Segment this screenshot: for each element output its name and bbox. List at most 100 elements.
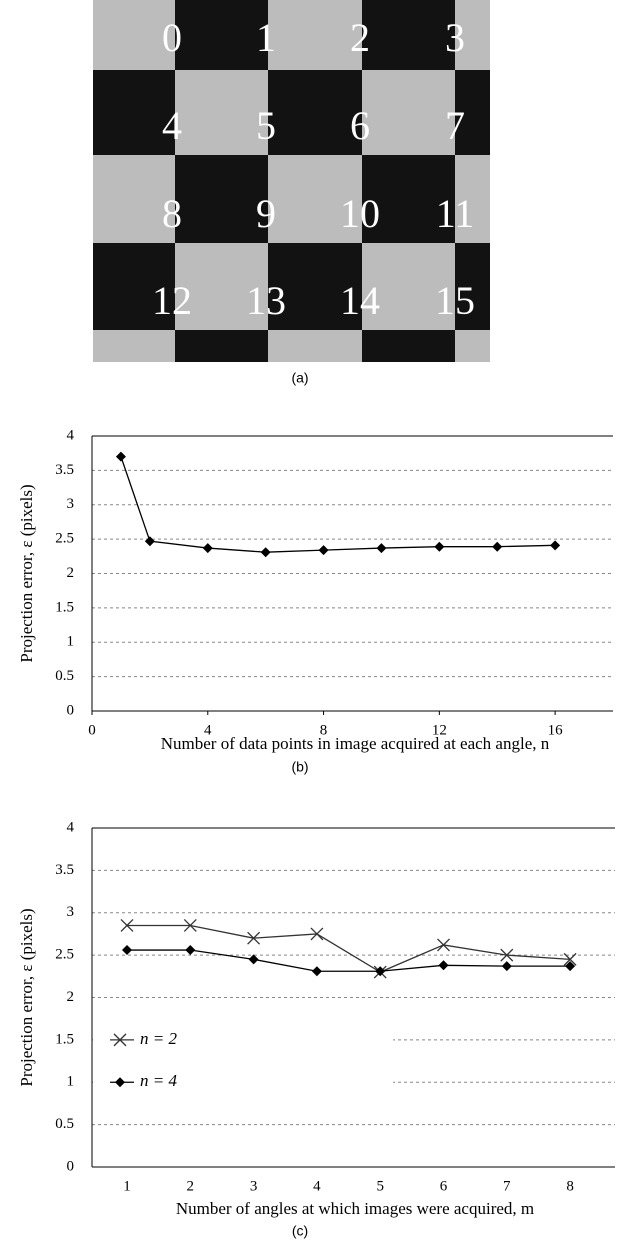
board-square [93,155,175,243]
point-label: 4 [162,103,182,148]
x-tick-label: 8 [320,722,328,738]
board-square [268,70,362,155]
board-square [93,0,175,70]
y-tick-label: 1.5 [55,1031,74,1047]
board-square [455,70,490,155]
marker-diamond [311,966,322,977]
x-axis-title: Number of angles at which images were ac… [176,1199,534,1218]
board-square [268,330,362,362]
marker-x [500,948,514,962]
board-square [362,70,455,155]
marker-diamond [318,545,329,556]
y-tick-label: 4 [67,427,75,443]
y-tick-label: 3 [67,496,75,512]
board-square [93,330,175,362]
point-label: 0 [162,15,182,60]
marker-x [247,931,261,945]
x-tick-label: 2 [187,1178,195,1194]
y-tick-label: 1 [67,1074,75,1090]
point-label: 7 [445,103,465,148]
x-tick-label: 0 [88,722,96,738]
board-square [268,0,362,70]
board-square [362,0,455,70]
x-tick-label: 12 [432,722,447,738]
board-square [362,330,455,362]
y-tick-label: 2.5 [55,947,74,963]
board-square [175,155,268,243]
y-tick-label: 0 [67,1158,75,1174]
point-label: 5 [256,103,276,148]
y-tick-label: 2.5 [55,531,74,547]
marker-diamond [565,961,576,972]
y-tick-label: 3.5 [55,462,74,478]
board-square [93,243,175,330]
legend-label: n = 4 [140,1071,177,1090]
marker-stroke [437,938,450,952]
marker-stroke [183,919,197,932]
marker-x [563,952,577,966]
legend-label: n = 2 [140,1029,177,1048]
marker-diamond [434,541,445,552]
marker-diamond [122,945,132,956]
y-tick-label: 2 [67,565,75,581]
y-tick-label: 0.5 [55,668,74,684]
point-label: 2 [350,15,370,60]
y-tick-label: 0.5 [55,1116,74,1132]
x-tick-label: 16 [548,722,564,738]
point-label: 11 [436,191,475,236]
marker-x [113,1033,127,1047]
board-square [362,243,455,330]
point-label: 15 [435,278,475,323]
point-label: 12 [152,278,192,323]
marker-stroke [563,952,577,966]
point-label: 13 [246,278,286,323]
y-tick-label: 1 [67,634,75,650]
x-tick-label: 4 [313,1178,321,1194]
board-square [175,243,268,330]
point-label: 9 [256,191,276,236]
board-square [455,330,490,362]
x-tick-label: 7 [503,1178,511,1194]
marker-diamond [376,543,387,554]
x-tick-label: 4 [204,722,212,738]
point-label: 8 [162,191,182,236]
y-tick-label: 3 [67,904,75,920]
board-square [175,330,268,362]
board-square [455,0,490,70]
marker-stroke [500,948,514,962]
y-tick-label: 3.5 [55,862,74,878]
marker-diamond [185,945,196,956]
board-square [455,155,490,243]
board-square [175,70,268,155]
legend-box [93,1016,393,1104]
marker-diamond [501,961,512,972]
marker-x [437,938,450,952]
point-label: 10 [340,191,380,236]
marker-stroke [113,1033,127,1047]
caption: (c) [292,1223,308,1239]
marker-diamond [375,966,386,977]
marker-x [183,919,197,932]
marker-x [120,919,134,932]
marker-diamond [144,536,155,547]
y-tick-label: 0 [67,702,75,718]
point-label: 3 [445,15,465,60]
marker-diamond [260,547,271,558]
board-square [268,243,362,330]
y-axis-title: Projection error, ε (pixels) [17,484,36,662]
marker-stroke [247,931,261,945]
x-tick-label: 1 [123,1178,131,1194]
point-label: 6 [350,103,370,148]
data-line [127,924,571,973]
marker-diamond [492,541,503,552]
x-tick-label: 3 [250,1178,258,1194]
board-square [455,243,490,330]
marker-diamond [248,954,259,965]
marker-diamond [202,543,213,554]
point-label: 1 [256,15,276,60]
marker-diamond [438,960,449,971]
caption: (a) [291,370,308,386]
x-tick-label: 5 [376,1178,384,1194]
board-square [93,70,175,155]
